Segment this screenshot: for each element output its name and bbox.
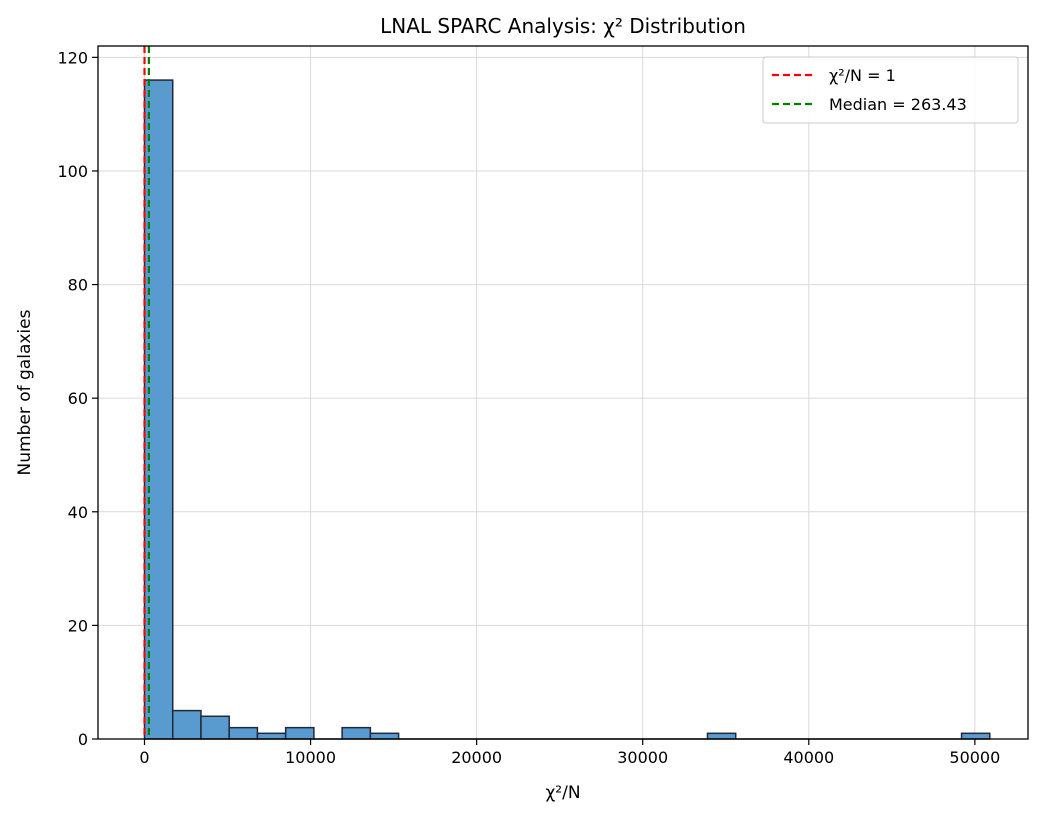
y-tick-label-5: 100 [57, 162, 88, 181]
legend: χ²/N = 1 Median = 263.43 [762, 56, 1019, 124]
histogram-bar-4 [256, 732, 287, 740]
chart-title: LNAL SPARC Analysis: χ² Distribution [380, 14, 746, 38]
x-tick-label-5: 50000 [949, 748, 1000, 767]
x-tick-label-1: 10000 [285, 748, 336, 767]
histogram-bar-10 [960, 732, 991, 740]
y-tick-label-6: 120 [57, 48, 88, 67]
x-tick-label-0: 0 [139, 748, 149, 767]
axis-ticks: 0 10000 20000 30000 40000 50000 0 20 40 60 80 100 12… [57, 48, 1000, 767]
histogram-bar-8 [369, 732, 400, 740]
grid [98, 46, 1028, 740]
legend-label-median: Median = 263.43 [829, 95, 967, 114]
x-tick-label-3: 30000 [617, 748, 668, 767]
x-tick-label-4: 40000 [783, 748, 834, 767]
y-tick-label-4: 80 [68, 276, 88, 295]
y-axis-label: Number of galaxies [15, 309, 35, 475]
y-tick-label-0: 0 [78, 730, 88, 749]
reference-lines [143, 46, 150, 739]
x-tick-label-2: 20000 [451, 748, 502, 767]
histogram-bar-9 [706, 732, 737, 740]
x-axis-label: χ²/N [545, 783, 580, 803]
histogram-bar-7 [341, 726, 372, 740]
histogram-bar-3 [228, 726, 259, 740]
y-tick-label-3: 60 [68, 389, 88, 408]
histogram-bar-1 [171, 709, 202, 740]
legend-label-chi2-1: χ²/N = 1 [829, 66, 896, 85]
y-tick-label-2: 40 [68, 503, 88, 522]
histogram-bar-5 [284, 726, 315, 740]
histogram-bar-2 [200, 715, 230, 740]
legend-box [762, 56, 1019, 124]
plot-frame [97, 45, 1029, 740]
y-tick-label-1: 20 [68, 616, 88, 635]
